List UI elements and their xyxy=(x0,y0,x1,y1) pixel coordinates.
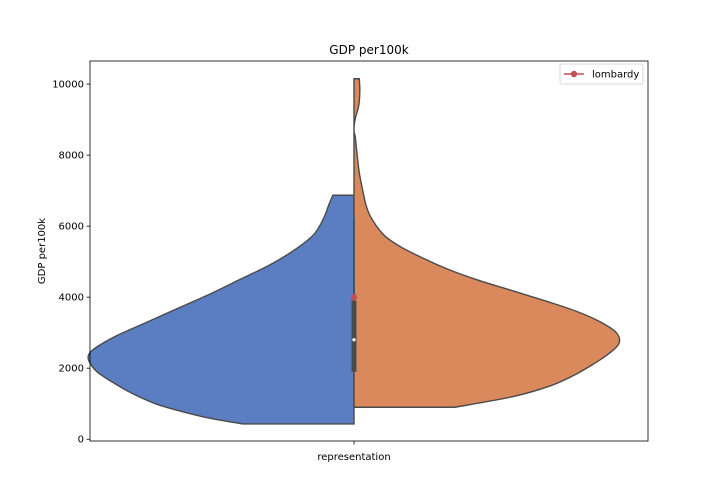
y-tick-label: 6000 xyxy=(59,222,84,233)
violin-half-left xyxy=(87,194,355,425)
y-axis-label: GDP per100k xyxy=(37,218,48,284)
inner-median xyxy=(352,338,356,342)
chart-title: GDP per100k xyxy=(329,43,408,57)
y-tick-label: 4000 xyxy=(59,293,84,304)
y-tick-label: 8000 xyxy=(59,151,84,162)
x-axis: representation xyxy=(317,441,391,463)
x-tick-label: representation xyxy=(317,452,390,463)
y-axis: 0 2000 4000 6000 8000 10000 xyxy=(52,80,90,446)
y-tick-label: 2000 xyxy=(59,364,84,375)
legend-marker-dot xyxy=(570,70,578,78)
legend-label: lombardy xyxy=(592,70,639,81)
lombardy-point xyxy=(350,293,358,301)
inner-box xyxy=(351,300,357,372)
violin-half-right xyxy=(353,78,621,408)
legend-box xyxy=(559,63,644,85)
y-tick-label: 0 xyxy=(78,435,84,446)
y-tick-label: 10000 xyxy=(52,80,84,91)
legend: lombardy xyxy=(559,63,644,85)
plot-area xyxy=(87,78,621,425)
axes-frame xyxy=(89,60,649,442)
